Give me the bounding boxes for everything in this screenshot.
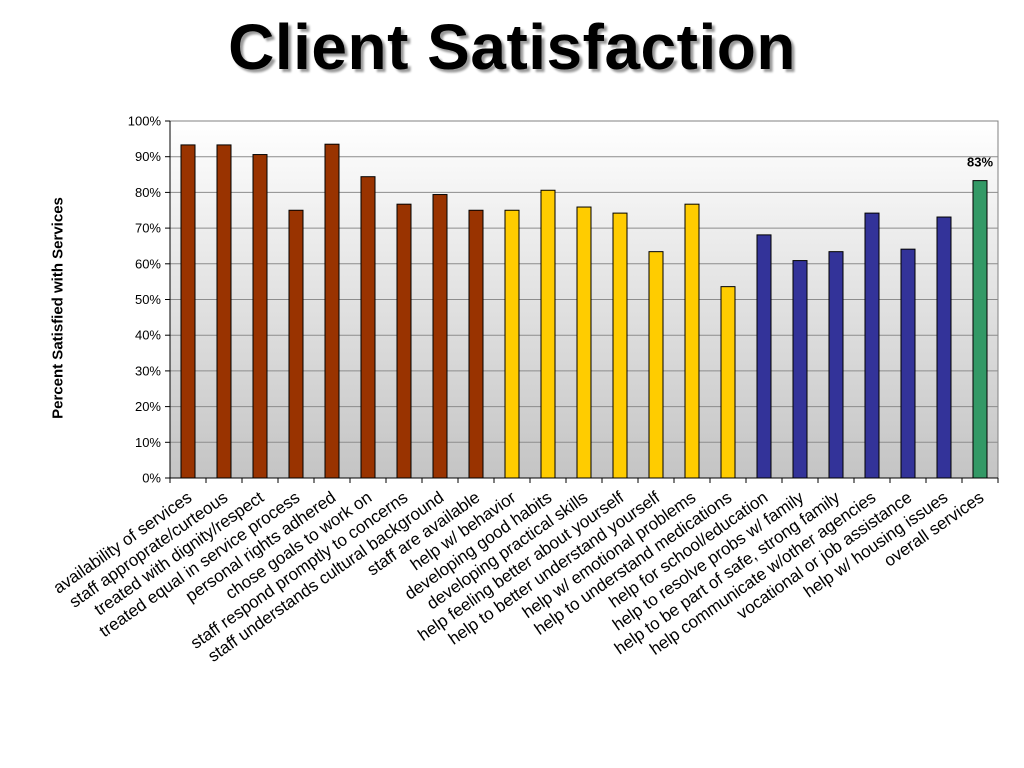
y-tick-label: 80%	[135, 185, 161, 200]
bar	[324, 143, 340, 479]
y-tick-label: 100%	[128, 114, 162, 129]
bars	[180, 143, 988, 479]
bar	[216, 144, 232, 479]
bar	[252, 154, 268, 479]
bar	[180, 144, 196, 479]
bar	[648, 251, 664, 479]
bar	[792, 260, 808, 479]
y-tick-label: 90%	[135, 149, 161, 164]
bar	[612, 212, 628, 479]
data-label: 83%	[967, 155, 993, 170]
data-labels: 83%	[967, 155, 993, 170]
bar	[828, 251, 844, 479]
y-axis: 0% 10% 20% 30% 40% 50% 60% 70% 80% 90% 100%	[128, 114, 171, 486]
bar	[720, 286, 736, 479]
y-tick-label: 50%	[135, 292, 161, 307]
bar	[432, 194, 448, 479]
bar	[288, 209, 304, 479]
bar	[972, 180, 988, 479]
bar	[756, 234, 772, 479]
bar	[504, 209, 520, 479]
bar	[684, 203, 700, 479]
bar	[540, 189, 556, 479]
bar	[936, 216, 952, 479]
y-tick-label: 30%	[135, 363, 161, 378]
y-tick-label: 0%	[142, 471, 161, 486]
bar	[360, 176, 376, 479]
y-tick-label: 40%	[135, 328, 161, 343]
bar	[396, 203, 412, 479]
bar	[576, 206, 592, 479]
y-tick-label: 20%	[135, 399, 161, 414]
bar	[900, 248, 916, 479]
bar	[864, 212, 880, 479]
chart-title: Client Satisfaction	[228, 11, 796, 83]
y-tick-label: 70%	[135, 221, 161, 236]
y-tick-label: 60%	[135, 256, 161, 271]
y-tick-label: 10%	[135, 435, 161, 450]
bar	[468, 209, 484, 479]
